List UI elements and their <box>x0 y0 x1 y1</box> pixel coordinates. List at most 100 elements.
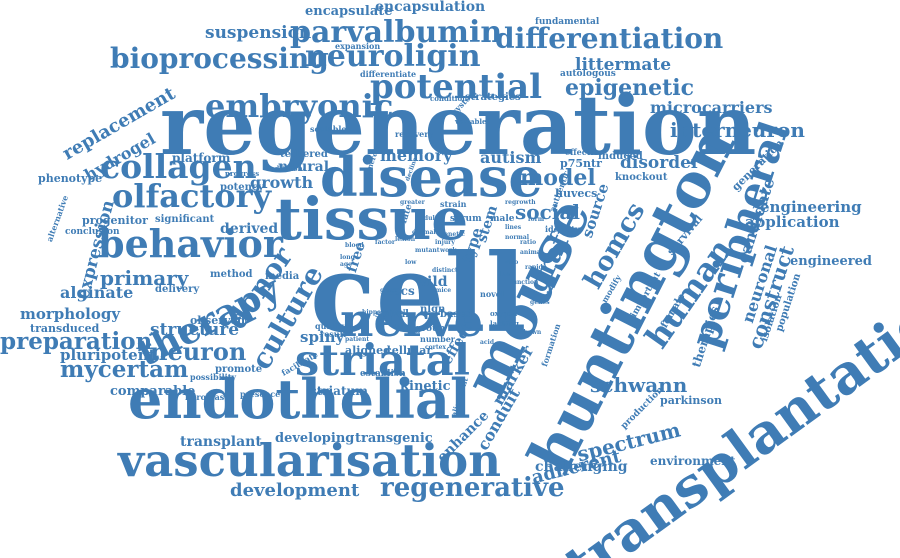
word-based: based <box>440 309 473 320</box>
word-result: result <box>320 329 347 339</box>
word-schwann: schwann <box>590 373 688 397</box>
word-bioprocessing: bioprocessing <box>110 42 329 75</box>
word-littermate: littermate <box>575 55 672 75</box>
word-progenitor: progenitor <box>82 214 148 227</box>
word-condition: condition <box>430 94 468 103</box>
word-alginate: alginate <box>60 283 134 302</box>
word-neuron: neuron <box>150 337 247 366</box>
word-kinetic: kinetic <box>400 379 451 394</box>
word-encapsulate: encapsulate <box>305 4 393 19</box>
word-wild: wild <box>415 274 448 290</box>
word-injury: injury <box>435 239 455 246</box>
word-regrowth: regrowth <box>505 199 536 206</box>
word-knockout: knockout <box>615 172 668 183</box>
word-strain: strain <box>440 199 467 209</box>
word-scalable: scalable <box>310 124 347 134</box>
word-distinct: distinct <box>432 267 458 274</box>
word-number: number <box>420 334 455 344</box>
word-genes: genes <box>530 299 550 306</box>
word-quality: quality <box>315 321 347 331</box>
word-potency: potency <box>220 182 264 193</box>
word-loss: loss <box>500 271 514 278</box>
word-nlgn: nlgn <box>420 304 446 315</box>
word-suspension: suspension <box>205 23 312 43</box>
word-method: method <box>210 269 253 280</box>
word-effective: effective <box>565 147 604 157</box>
word-possibility: possibility <box>190 372 237 382</box>
word-olfactory: olfactory <box>112 177 272 215</box>
word-dermal: dermal <box>412 229 436 236</box>
word-gene: gene <box>380 287 397 294</box>
word-addition: addition <box>270 164 303 173</box>
word-disease: disease <box>320 145 543 209</box>
word-genetic: genetic <box>440 231 465 238</box>
word-oecs: oecs <box>385 284 415 298</box>
word-function: function <box>510 279 539 286</box>
word-age: age <box>340 261 352 268</box>
word-ratio: ratio <box>520 239 537 246</box>
word-embryonic: embryonic <box>205 87 394 125</box>
word-aligned: aligned <box>345 344 391 357</box>
word-tissue: tissue <box>275 185 469 253</box>
word-cell: cell <box>310 231 527 357</box>
word-interneuron: interneuron <box>670 118 805 142</box>
word-encapsulation: encapsulation <box>375 0 486 15</box>
word-lines: lines <box>505 224 522 231</box>
word-form: form <box>528 216 545 223</box>
word-environment: environment <box>650 454 736 468</box>
word-fundamental: fundamental <box>535 17 600 27</box>
word-huvecs: huvecs <box>555 187 598 200</box>
word-vivo: vivo <box>505 259 519 266</box>
word-low: low <box>405 259 417 266</box>
word-oxygen: oxygen <box>490 309 518 318</box>
word-blood: blood <box>345 242 364 249</box>
word-delivery: delivery <box>155 284 200 295</box>
word-application: application <box>745 213 840 231</box>
word-parkinson: parkinson <box>660 394 722 407</box>
word-microcarriers: microcarriers <box>650 98 773 117</box>
word-mutant: mutant <box>415 247 440 254</box>
word-acid: acid <box>480 339 495 346</box>
word-rapid: rapid <box>525 264 543 271</box>
word-presence: presence <box>240 389 281 399</box>
word-long: long <box>340 254 355 261</box>
word-behavior: behavior <box>98 221 283 266</box>
word-fibroblast: fibroblast <box>185 392 228 402</box>
word-normal: normal <box>505 234 530 241</box>
word-potential: potential <box>370 67 543 107</box>
word-collagen: collagen <box>100 147 257 186</box>
word-work: work <box>440 247 457 254</box>
word-structure: structure <box>150 320 240 340</box>
word-identity: identity <box>545 224 580 234</box>
word-engineering: engineering <box>760 198 862 216</box>
word-conclusion: conclusion <box>65 227 120 237</box>
word-preparation: preparation <box>0 328 153 355</box>
word-regeneration: regeneration <box>160 78 757 174</box>
word-p75ntr: p75ntr <box>560 157 602 170</box>
word-mycertam: mycertam <box>60 356 189 383</box>
word-strategies: strategies <box>465 92 521 103</box>
word-transgenic: transgenic <box>355 431 433 446</box>
word-lesion: lesion <box>395 236 416 243</box>
word-morphology: morphology <box>20 305 121 323</box>
word-progress: progress <box>225 169 260 178</box>
word-promote: promote <box>215 364 263 375</box>
word-differentiate: differentiate <box>360 69 417 79</box>
word-variable: variable <box>455 117 487 126</box>
word-induced: induced <box>598 151 643 162</box>
word-mice: mice <box>435 287 452 294</box>
word-striatum: striatum <box>310 384 368 398</box>
word-male: male <box>490 214 515 224</box>
word-transduced: transduced <box>30 322 100 335</box>
word-memory: memory <box>380 146 453 165</box>
word-differentiation: differentiation <box>495 22 724 55</box>
word-group: group <box>415 324 445 334</box>
word-engineered: engineered <box>790 254 872 269</box>
word-patient: patient <box>345 336 370 343</box>
word-novel: novel <box>480 289 504 299</box>
word-spinal: spinal <box>375 309 409 320</box>
word-platform: platform <box>172 151 231 165</box>
word-regenerative: regenerative <box>380 473 565 503</box>
word-transplant: transplant <box>180 434 262 450</box>
